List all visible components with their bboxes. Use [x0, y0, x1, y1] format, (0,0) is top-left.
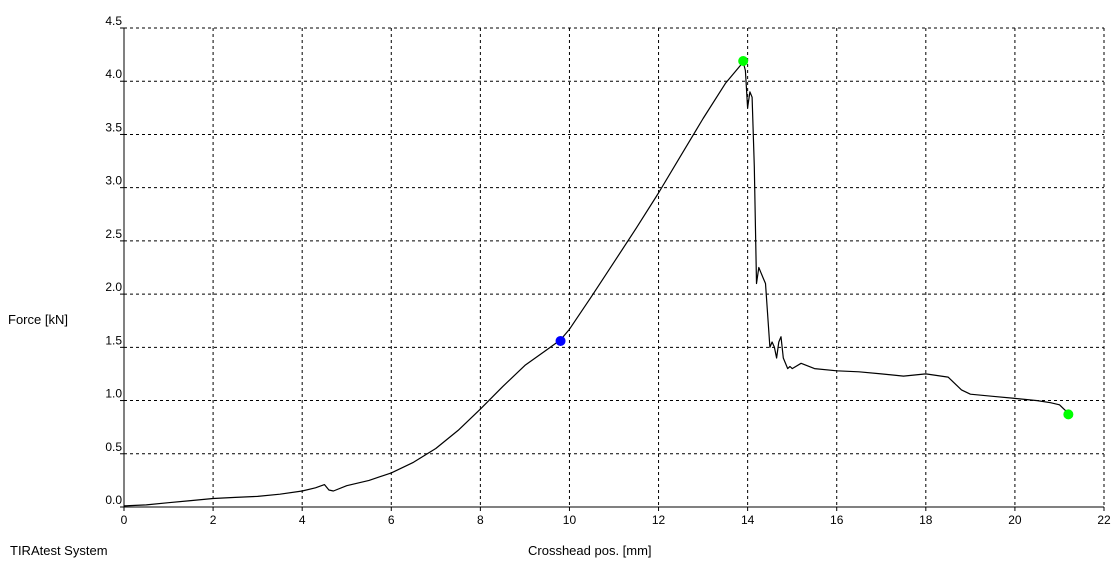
x-tick-label: 14: [741, 513, 755, 527]
chart-ticks: 0 2 4 6 8 10 12 14 16 18 20 22 0.0 0.5 1.0 1.5 2.0 2.5 3.0…: [105, 14, 1111, 527]
y-tick-label: 1.5: [105, 333, 122, 347]
data-point-marker: [555, 335, 566, 346]
data-point-marker: [1063, 409, 1074, 420]
x-axis-label: Crosshead pos. [mm]: [528, 543, 652, 558]
y-tick-label: 3.0: [105, 174, 122, 188]
data-point-marker: [738, 55, 749, 66]
x-tick-label: 18: [919, 513, 933, 527]
footer-system-name: TIRAtest System: [10, 543, 108, 558]
y-tick-label: 4.0: [105, 67, 122, 81]
y-tick-label: 0.0: [105, 493, 122, 507]
y-tick-label: 0.5: [105, 440, 122, 454]
x-tick-label: 0: [121, 513, 128, 527]
chart-series: [123, 61, 1069, 507]
chart-markers: [555, 55, 1074, 420]
y-axis-label: Force [kN]: [8, 312, 68, 327]
x-tick-label: 4: [299, 513, 306, 527]
chart-grid: [123, 27, 1105, 508]
x-tick-label: 10: [563, 513, 577, 527]
x-tick-label: 2: [210, 513, 217, 527]
y-tick-label: 1.0: [105, 387, 122, 401]
x-tick-label: 8: [477, 513, 484, 527]
y-tick-label: 4.5: [105, 14, 122, 28]
x-tick-label: 20: [1008, 513, 1022, 527]
y-tick-label: 3.5: [105, 120, 122, 134]
force-curve: [123, 61, 1069, 507]
x-tick-label: 6: [388, 513, 395, 527]
x-tick-label: 12: [652, 513, 666, 527]
y-tick-label: 2.5: [105, 227, 122, 241]
x-tick-label: 16: [830, 513, 844, 527]
x-tick-label: 22: [1097, 513, 1111, 527]
y-tick-label: 2.0: [105, 280, 122, 294]
